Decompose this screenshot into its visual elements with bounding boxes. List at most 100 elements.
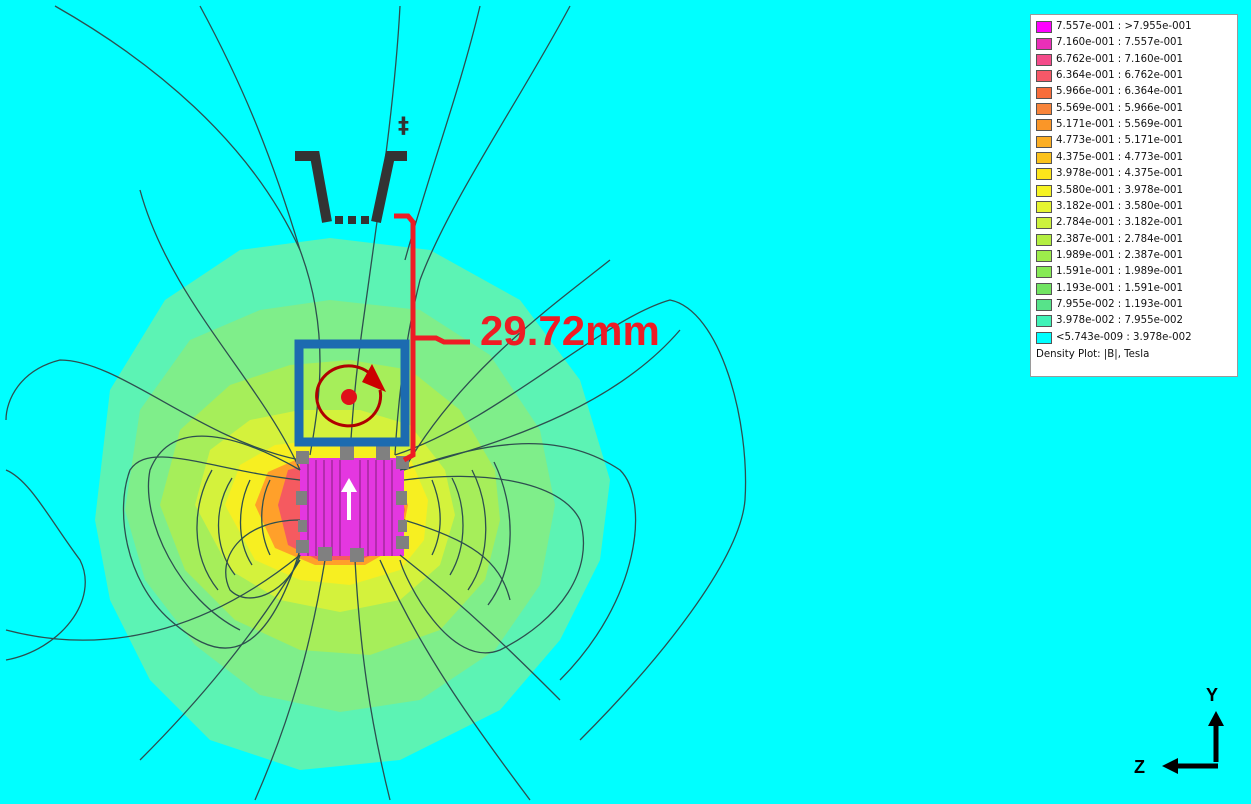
contour-line [217,477,236,576]
legend-swatch [1036,315,1052,328]
legend-label: 7.160e-001 : 7.557e-001 [1056,37,1184,49]
contour-line [399,475,585,654]
pad [396,536,409,549]
legend-swatch [1036,21,1052,34]
legend-label: 3.978e-002 : 7.955e-002 [1056,315,1184,327]
legend-swatch [1036,168,1052,181]
legend-swatch [1036,86,1052,99]
legend-swatch [1036,102,1052,115]
pad [398,520,407,532]
contour-line [5,359,301,461]
legend-row: 2.784e-001 : 3.182e-001 [1036,215,1237,231]
legend-row: 3.182e-001 : 3.580e-001 [1036,199,1237,215]
contour-line [354,559,391,801]
coil-box [294,339,410,447]
legend-label: 2.387e-001 : 2.784e-001 [1056,233,1184,245]
legend-label: 4.375e-001 : 4.773e-001 [1056,151,1184,163]
legend-row: 7.160e-001 : 7.557e-001 [1036,35,1237,51]
contour-line [122,456,301,649]
contour-line [5,469,86,661]
legend-row: 6.762e-001 : 7.160e-001 [1036,52,1237,68]
legend-label: 3.978e-001 : 4.375e-001 [1056,168,1184,180]
legend-label: 6.762e-001 : 7.160e-001 [1056,53,1184,65]
dagger-symbol: ‡ [398,114,409,139]
legend-row: 4.375e-001 : 4.773e-001 [1036,150,1237,166]
legend-row: <5.743e-009 : 3.978e-002 [1036,330,1237,346]
contour-line [54,5,321,456]
legend-row: 7.955e-002 : 1.193e-001 [1036,297,1237,313]
legend-swatch [1036,135,1052,148]
legend-row: 1.193e-001 : 1.591e-001 [1036,281,1237,297]
rotation-icon [315,364,386,428]
density-legend: 7.557e-001 : >7.955e-001 7.160e-001 : 7.5… [1030,14,1238,377]
contour-line [394,299,747,741]
magnet-body [300,458,404,556]
legend-swatch [1036,233,1052,246]
pad [376,446,390,460]
pad [298,520,307,532]
contour-line [196,469,219,591]
legend-label: 5.966e-001 : 6.364e-001 [1056,86,1184,98]
magnetization-arrow [341,478,357,520]
rotation-center-dot [341,389,357,405]
legend-row: 2.387e-001 : 2.784e-001 [1036,231,1237,247]
legend-swatch [1036,184,1052,197]
legend-label: 1.591e-001 : 1.989e-001 [1056,266,1184,278]
legend-swatch [1036,331,1052,344]
legend-swatch [1036,299,1052,312]
contour-line [349,5,401,456]
legend-swatch [1036,37,1052,50]
legend-row: 6.364e-001 : 6.762e-001 [1036,68,1237,84]
contour-line [199,5,301,251]
legend-label: 2.784e-001 : 3.182e-001 [1056,217,1184,229]
legend-label: <5.743e-009 : 3.978e-002 [1056,331,1192,343]
legend-label: 7.955e-002 : 1.193e-001 [1056,298,1184,310]
contour-line [487,461,511,606]
contour-line [399,554,561,701]
contour-lines [5,5,747,801]
legend-label: 1.989e-001 : 2.387e-001 [1056,249,1184,261]
legend-swatch [1036,70,1052,83]
pad [296,451,309,464]
density-zones [95,238,610,770]
contour-line [467,469,487,591]
pad [340,446,354,460]
z-axis-label: Z [1134,757,1145,777]
legend-row: 3.978e-002 : 7.955e-002 [1036,313,1237,329]
contour-line [254,559,326,801]
dimension-bracket [394,213,470,463]
contour-line [431,479,441,556]
legend-label: 7.557e-001 : >7.955e-001 [1056,21,1192,33]
legend-row: 5.569e-001 : 5.966e-001 [1036,101,1237,117]
magnet-pads [296,446,409,562]
legend-rows: 7.557e-001 : >7.955e-001 7.160e-001 : 7.5… [1036,19,1237,346]
sensor-bracket-icon [295,151,407,224]
legend-row: 1.989e-001 : 2.387e-001 [1036,248,1237,264]
legend-label: 3.182e-001 : 3.580e-001 [1056,200,1184,212]
legend-swatch [1036,282,1052,295]
contour-line [403,443,637,681]
legend-label: 5.569e-001 : 5.966e-001 [1056,102,1184,114]
legend-label: 3.580e-001 : 3.978e-001 [1056,184,1184,196]
pad [296,491,307,505]
legend-label: 4.773e-001 : 5.171e-001 [1056,135,1184,147]
ellipsis-dots [335,216,369,224]
legend-swatch [1036,266,1052,279]
contour-line [449,477,464,576]
contour-line [403,519,511,601]
legend-row: 5.966e-001 : 6.364e-001 [1036,84,1237,100]
legend-footer: Density Plot: |B|, Tesla [1036,348,1150,360]
contour-line [379,559,531,801]
pad [318,547,332,561]
legend-row: 4.773e-001 : 5.171e-001 [1036,133,1237,149]
contour-line [394,5,571,456]
legend-row: 3.978e-001 : 4.375e-001 [1036,166,1237,182]
contour-line [403,259,611,471]
legend-label: 6.364e-001 : 6.762e-001 [1056,70,1184,82]
legend-swatch [1036,53,1052,66]
legend-swatch [1036,151,1052,164]
distance-label: 29.72mm [480,307,660,354]
contour-line [5,554,301,641]
axis-indicator [1162,711,1224,774]
